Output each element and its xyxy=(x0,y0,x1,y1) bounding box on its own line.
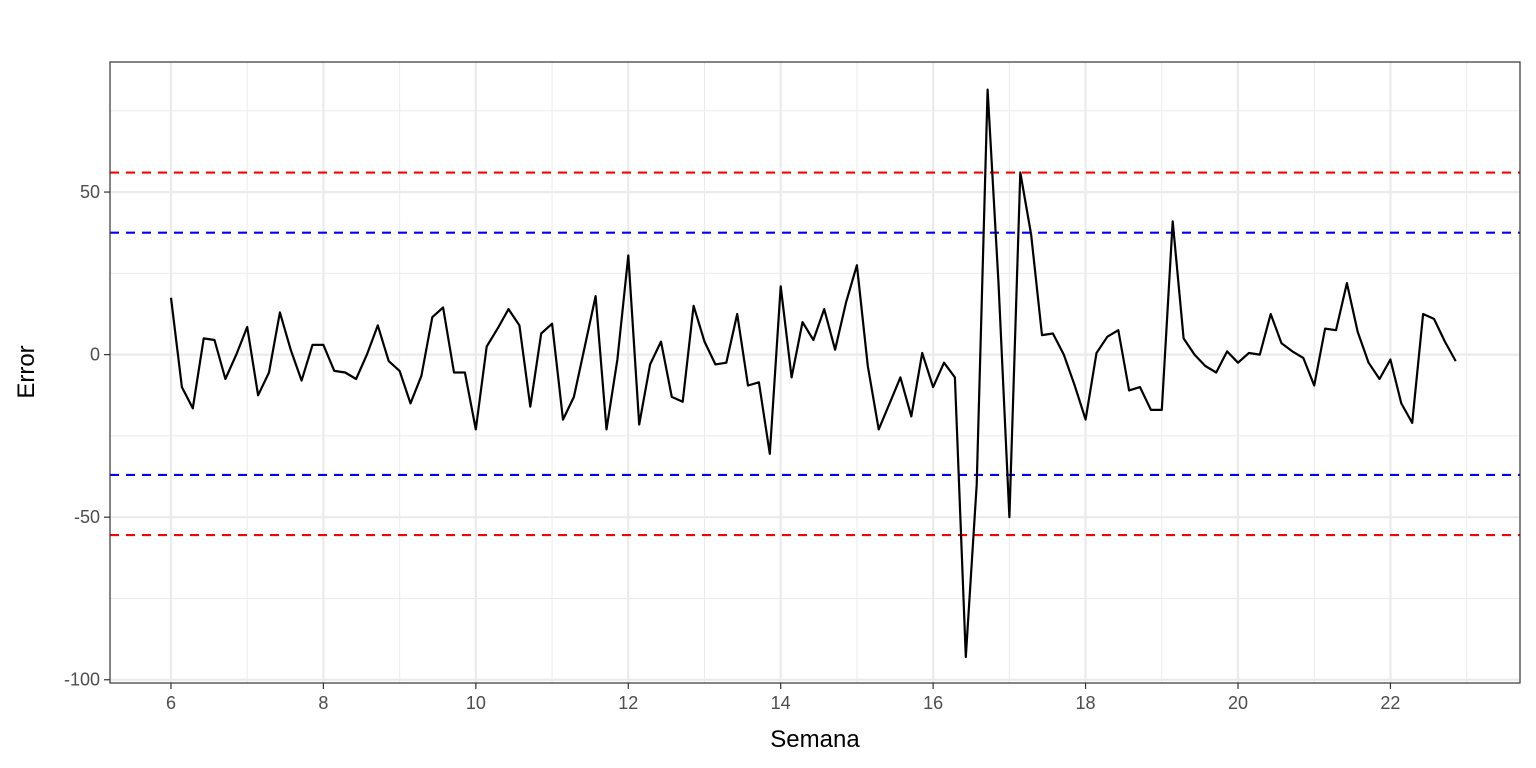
y-tick-label: -100 xyxy=(64,670,100,690)
y-axis-title: Error xyxy=(13,345,40,398)
series-layer xyxy=(169,88,1457,659)
x-tick-label: 22 xyxy=(1380,693,1400,713)
control-limit-lines xyxy=(110,171,1520,537)
x-tick-label: 18 xyxy=(1076,693,1096,713)
plot-panel-border xyxy=(109,61,1521,684)
minor-gridlines xyxy=(110,62,1520,683)
x-axis-title: Semana xyxy=(770,726,860,753)
major-gridlines xyxy=(110,62,1520,683)
x-tick-label: 14 xyxy=(771,693,791,713)
x-tick-label: 20 xyxy=(1228,693,1248,713)
x-tick-label: 10 xyxy=(466,693,486,713)
x-tick-label: 12 xyxy=(618,693,638,713)
x-axis: 6 8 10 12 14 16 18 20 22 xyxy=(166,683,1400,713)
x-tick-label: 6 xyxy=(166,693,176,713)
x-tick-label: 16 xyxy=(923,693,943,713)
y-tick-label: 50 xyxy=(80,182,100,202)
y-tick-label: 0 xyxy=(90,345,100,365)
error-series-line xyxy=(169,88,1457,659)
y-axis: -100 -50 0 50 xyxy=(64,182,110,690)
y-tick-label: -50 xyxy=(74,507,100,527)
x-tick-label: 8 xyxy=(318,693,328,713)
